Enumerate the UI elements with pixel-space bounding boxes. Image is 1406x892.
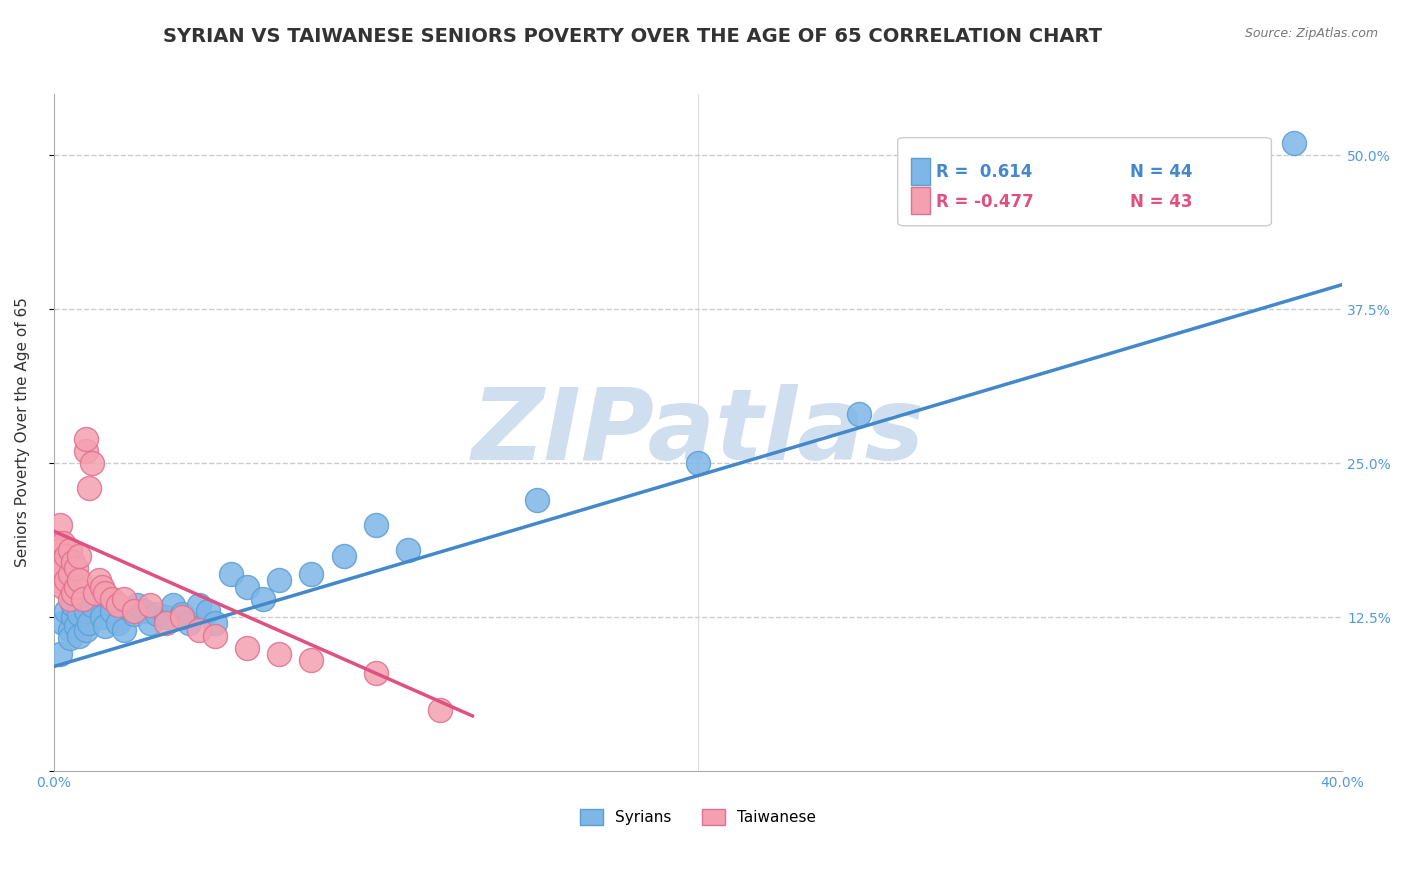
- Syrians: [526, 493, 548, 508]
- Syrians: [75, 604, 97, 618]
- Syrians: [100, 604, 122, 618]
- Taiwanese: [155, 616, 177, 631]
- Taiwanese: [299, 653, 322, 667]
- Syrians: [49, 648, 72, 662]
- Taiwanese: [100, 591, 122, 606]
- Syrians: [219, 567, 242, 582]
- FancyBboxPatch shape: [897, 137, 1271, 226]
- Syrians: [197, 604, 219, 618]
- Taiwanese: [59, 542, 82, 557]
- FancyBboxPatch shape: [911, 187, 929, 214]
- Taiwanese: [45, 574, 67, 588]
- Syrians: [122, 607, 145, 621]
- Taiwanese: [52, 561, 75, 575]
- Taiwanese: [49, 567, 72, 582]
- Taiwanese: [52, 580, 75, 594]
- Syrians: [59, 623, 82, 637]
- Text: Source: ZipAtlas.com: Source: ZipAtlas.com: [1244, 27, 1378, 40]
- Syrians: [236, 580, 259, 594]
- Text: N = 43: N = 43: [1129, 193, 1192, 211]
- Taiwanese: [91, 580, 114, 594]
- Taiwanese: [45, 555, 67, 569]
- Taiwanese: [45, 536, 67, 550]
- Syrians: [1282, 136, 1305, 150]
- Text: R =  0.614: R = 0.614: [936, 162, 1033, 180]
- Syrians: [94, 619, 117, 633]
- Syrians: [67, 629, 90, 643]
- Taiwanese: [269, 648, 291, 662]
- Syrians: [172, 607, 194, 621]
- Syrians: [177, 616, 200, 631]
- Syrians: [107, 616, 129, 631]
- Syrians: [55, 604, 77, 618]
- Taiwanese: [94, 585, 117, 599]
- Taiwanese: [65, 561, 87, 575]
- Taiwanese: [364, 665, 387, 680]
- Taiwanese: [77, 481, 100, 495]
- Taiwanese: [75, 432, 97, 446]
- Taiwanese: [55, 549, 77, 563]
- Syrians: [114, 623, 136, 637]
- Taiwanese: [59, 591, 82, 606]
- Taiwanese: [62, 555, 84, 569]
- Taiwanese: [429, 703, 451, 717]
- Taiwanese: [72, 591, 94, 606]
- Syrians: [145, 607, 167, 621]
- Syrians: [396, 542, 419, 557]
- Syrians: [139, 616, 162, 631]
- Syrians: [62, 598, 84, 612]
- Syrians: [75, 623, 97, 637]
- Y-axis label: Seniors Poverty Over the Age of 65: Seniors Poverty Over the Age of 65: [15, 298, 30, 567]
- Syrians: [72, 591, 94, 606]
- Syrians: [187, 598, 209, 612]
- Taiwanese: [172, 610, 194, 624]
- Taiwanese: [59, 567, 82, 582]
- Syrians: [686, 456, 709, 470]
- Syrians: [364, 517, 387, 532]
- Syrians: [848, 407, 870, 421]
- Taiwanese: [82, 456, 104, 470]
- Taiwanese: [49, 542, 72, 557]
- Taiwanese: [65, 580, 87, 594]
- Syrians: [91, 610, 114, 624]
- Text: SYRIAN VS TAIWANESE SENIORS POVERTY OVER THE AGE OF 65 CORRELATION CHART: SYRIAN VS TAIWANESE SENIORS POVERTY OVER…: [163, 27, 1102, 45]
- Syrians: [127, 598, 149, 612]
- Syrians: [332, 549, 354, 563]
- Taiwanese: [75, 444, 97, 458]
- Syrians: [59, 632, 82, 646]
- Taiwanese: [87, 574, 110, 588]
- Syrians: [82, 598, 104, 612]
- Text: R = -0.477: R = -0.477: [936, 193, 1033, 211]
- Syrians: [252, 591, 274, 606]
- Syrians: [269, 574, 291, 588]
- Taiwanese: [67, 574, 90, 588]
- Syrians: [204, 616, 226, 631]
- Taiwanese: [52, 536, 75, 550]
- Taiwanese: [67, 549, 90, 563]
- Taiwanese: [114, 591, 136, 606]
- Taiwanese: [49, 517, 72, 532]
- Text: N = 44: N = 44: [1129, 162, 1192, 180]
- Syrians: [67, 607, 90, 621]
- Syrians: [62, 610, 84, 624]
- Taiwanese: [55, 574, 77, 588]
- Taiwanese: [187, 623, 209, 637]
- Syrians: [132, 604, 155, 618]
- Taiwanese: [84, 585, 107, 599]
- Syrians: [299, 567, 322, 582]
- Syrians: [65, 619, 87, 633]
- Taiwanese: [236, 641, 259, 656]
- Text: ZIPatlas: ZIPatlas: [471, 384, 925, 481]
- Taiwanese: [107, 598, 129, 612]
- Syrians: [162, 598, 184, 612]
- Taiwanese: [62, 585, 84, 599]
- Syrians: [77, 616, 100, 631]
- FancyBboxPatch shape: [911, 158, 929, 186]
- Taiwanese: [122, 604, 145, 618]
- Taiwanese: [204, 629, 226, 643]
- Legend: Syrians, Taiwanese: Syrians, Taiwanese: [574, 804, 823, 831]
- Taiwanese: [139, 598, 162, 612]
- Syrians: [52, 616, 75, 631]
- Syrians: [155, 610, 177, 624]
